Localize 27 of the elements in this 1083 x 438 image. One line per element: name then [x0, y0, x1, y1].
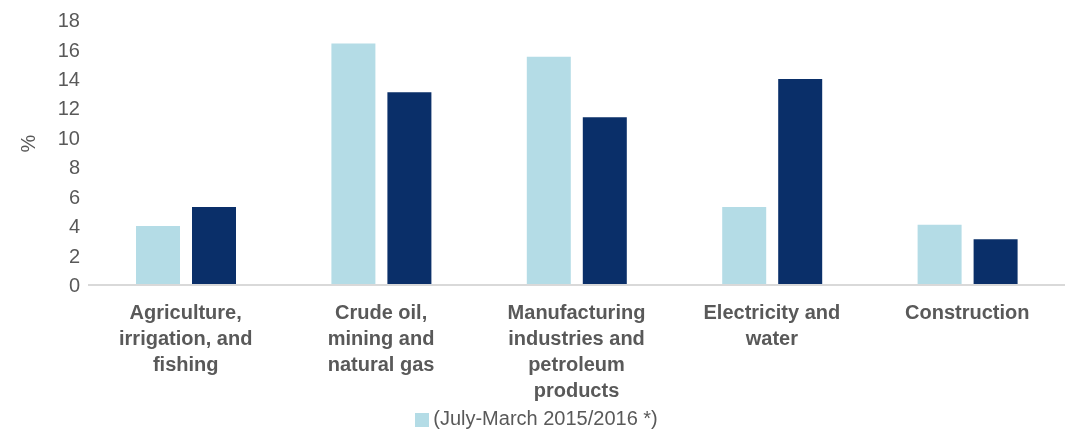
y-tick-label: 4	[68, 215, 80, 238]
bar	[331, 43, 376, 285]
y-tick-label: 16	[57, 38, 80, 61]
y-tick-label: 0	[68, 274, 80, 297]
bar	[917, 224, 962, 285]
legend-label: (July-March 2015/2016 *)	[433, 407, 658, 429]
bar	[136, 226, 180, 285]
x-tick-label: Agriculture, irrigation, and fishing	[119, 301, 253, 375]
bar	[192, 206, 236, 285]
x-tick-label: Crude oil, mining and natural gas	[327, 301, 435, 375]
bar	[582, 117, 627, 285]
y-axis-title: %	[17, 134, 40, 153]
x-tick-label: Manufacturing industries and petroleum products	[507, 301, 646, 401]
y-tick-label: 10	[57, 126, 80, 149]
x-tick-label: Electricity and water	[703, 301, 841, 349]
y-tick-label: 14	[57, 67, 80, 90]
y-tick-label: 8	[68, 156, 80, 179]
y-tick-label: 6	[68, 185, 80, 208]
y-tick-label: 18	[57, 9, 80, 32]
bar	[973, 239, 1018, 285]
bar	[387, 92, 432, 285]
bar	[526, 56, 571, 285]
x-tick-label: Construction	[905, 301, 1030, 323]
y-tick-label: 12	[57, 97, 80, 120]
bar	[722, 206, 767, 285]
bar	[778, 78, 823, 285]
y-tick-label: 2	[68, 244, 80, 267]
